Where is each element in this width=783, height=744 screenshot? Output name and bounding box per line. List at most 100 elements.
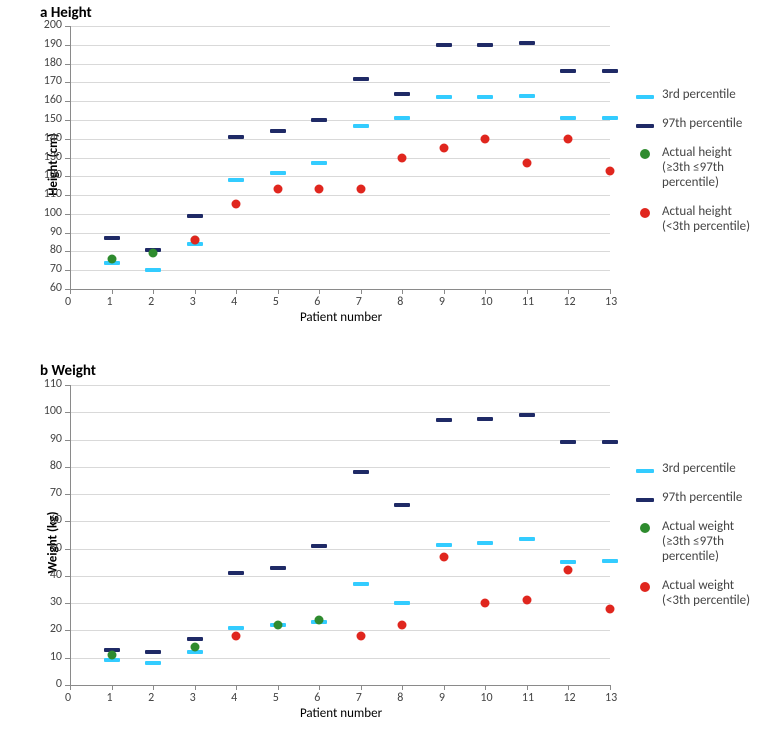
marker-p3 — [560, 116, 576, 120]
x-tick — [195, 289, 196, 294]
marker-in_range — [190, 642, 199, 651]
y-tick-label: 60 — [50, 513, 62, 527]
legend-entry: 3rd percentile — [636, 88, 750, 103]
x-tick — [527, 685, 528, 690]
y-tick-label: 10 — [50, 650, 62, 664]
legend-weight: 3rd percentile97th percentileActual weig… — [636, 462, 750, 623]
marker-p3 — [145, 661, 161, 665]
x-tick-label: 7 — [356, 295, 362, 309]
x-tick-label: 2 — [148, 295, 154, 309]
marker-p3 — [145, 268, 161, 272]
grid-line — [70, 176, 610, 177]
x-tick-label: 6 — [314, 691, 320, 705]
x-tick — [153, 289, 154, 294]
y-tick-label: 30 — [50, 595, 62, 609]
marker-p97 — [311, 118, 327, 122]
y-tick-label: 130 — [44, 150, 62, 164]
grid-line — [70, 45, 610, 46]
x-tick — [485, 685, 486, 690]
marker-p97 — [436, 43, 452, 47]
x-tick-label: 11 — [522, 295, 534, 309]
x-tick-label: 5 — [273, 691, 279, 705]
y-tick-label: 20 — [50, 622, 62, 636]
grid-line — [70, 549, 610, 550]
marker-below — [564, 566, 573, 575]
marker-below — [439, 144, 448, 153]
legend-label: Actual height (<3th percentile) — [662, 205, 750, 235]
x-tick — [361, 289, 362, 294]
marker-p3 — [477, 95, 493, 99]
x-tick-label: 0 — [65, 295, 71, 309]
legend-entry: Actual height (≥3th ≤97th percentile) — [636, 146, 750, 191]
marker-below — [232, 200, 241, 209]
y-tick-label: 100 — [44, 404, 62, 418]
marker-below — [398, 621, 407, 630]
marker-p3 — [394, 601, 410, 605]
marker-below — [356, 631, 365, 640]
x-tick-label: 8 — [397, 295, 403, 309]
marker-p97 — [228, 135, 244, 139]
marker-p97 — [145, 650, 161, 654]
marker-below — [522, 596, 531, 605]
x-tick — [278, 289, 279, 294]
legend-swatch — [636, 95, 654, 99]
x-tick — [70, 289, 71, 294]
marker-p97 — [104, 236, 120, 240]
legend-label: Actual weight (<3th percentile) — [662, 579, 750, 609]
x-tick-label: 0 — [65, 691, 71, 705]
marker-below — [606, 604, 615, 613]
grid-line — [70, 385, 610, 386]
marker-p97 — [519, 413, 535, 417]
legend-swatch — [640, 208, 650, 218]
marker-in_range — [149, 249, 158, 258]
y-tick-label: 120 — [44, 168, 62, 182]
grid-line — [70, 214, 610, 215]
y-tick-label: 0 — [56, 677, 62, 691]
marker-p97 — [270, 566, 286, 570]
x-tick — [236, 289, 237, 294]
y-tick-label: 60 — [50, 281, 62, 295]
x-axis-title-weight: Patient number — [300, 706, 382, 721]
x-tick — [568, 289, 569, 294]
x-tick — [319, 289, 320, 294]
x-tick-label: 5 — [273, 295, 279, 309]
x-tick-label: 11 — [522, 691, 534, 705]
marker-p97 — [560, 440, 576, 444]
x-tick-label: 3 — [190, 691, 196, 705]
x-tick — [485, 289, 486, 294]
x-tick — [70, 685, 71, 690]
y-tick-label: 180 — [44, 56, 62, 70]
x-tick — [444, 685, 445, 690]
plot-area-height — [70, 26, 610, 289]
y-tick-label: 190 — [44, 37, 62, 51]
x-tick-label: 3 — [190, 295, 196, 309]
y-tick-label: 140 — [44, 131, 62, 145]
y-tick-label: 110 — [44, 377, 62, 391]
marker-p97 — [602, 69, 618, 73]
marker-p3 — [436, 543, 452, 547]
legend-entry: Actual weight (≥3th ≤97th percentile) — [636, 520, 750, 565]
x-tick — [112, 289, 113, 294]
legend-entry: 3rd percentile — [636, 462, 750, 477]
legend-entry: 97th percentile — [636, 117, 750, 132]
grid-line — [70, 139, 610, 140]
legend-label: 3rd percentile — [662, 88, 736, 103]
marker-p97 — [602, 440, 618, 444]
marker-p3 — [560, 560, 576, 564]
legend-swatch — [636, 469, 654, 473]
x-tick — [319, 685, 320, 690]
marker-in_range — [107, 254, 116, 263]
x-tick-label: 12 — [563, 691, 575, 705]
marker-p3 — [270, 171, 286, 175]
marker-p3 — [353, 582, 369, 586]
legend-label: Actual height (≥3th ≤97th percentile) — [662, 146, 732, 191]
legend-swatch — [636, 124, 654, 128]
x-tick — [610, 289, 611, 294]
marker-p97 — [560, 69, 576, 73]
grid-line — [70, 630, 610, 631]
marker-p3 — [394, 116, 410, 120]
marker-p97 — [436, 418, 452, 422]
marker-p3 — [519, 537, 535, 541]
y-tick-label: 110 — [44, 187, 62, 201]
x-tick-label: 1 — [107, 295, 113, 309]
